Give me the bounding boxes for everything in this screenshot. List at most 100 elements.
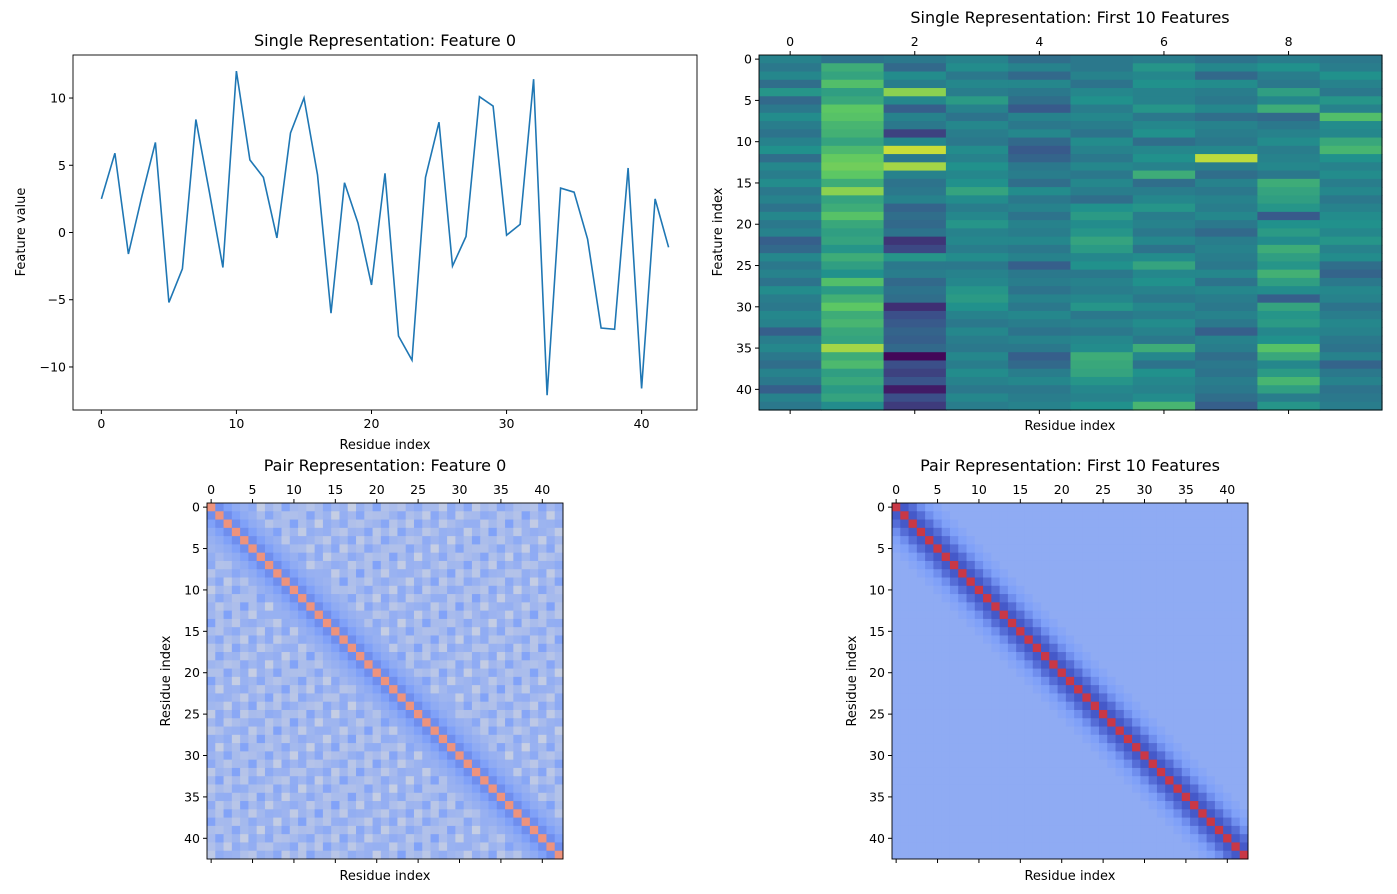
heatmap-cell xyxy=(298,718,307,728)
heatmap-cell xyxy=(240,825,249,835)
heatmap-cell xyxy=(463,801,473,810)
heatmap-cell xyxy=(546,693,556,703)
heatmap-cell xyxy=(916,577,926,587)
heatmap-cell xyxy=(529,701,539,711)
heatmap-cell xyxy=(945,88,1009,97)
heatmap-cell xyxy=(505,585,514,595)
heatmap-cell xyxy=(240,767,249,777)
heatmap-cell xyxy=(223,660,233,670)
heatmap-cell xyxy=(372,660,382,670)
heatmap-cell xyxy=(405,511,415,521)
heatmap-cell xyxy=(364,618,374,628)
heatmap-cell xyxy=(1107,552,1117,562)
heatmap-cell xyxy=(496,850,506,860)
heatmap-cell xyxy=(1214,527,1224,537)
heatmap-cell xyxy=(991,585,1001,595)
heatmap-cell xyxy=(231,519,241,529)
heatmap-cell xyxy=(397,726,407,736)
heatmap-cell xyxy=(908,627,918,636)
heatmap-cell xyxy=(1107,701,1117,711)
heatmap-cell xyxy=(1239,751,1249,761)
heatmap-cell xyxy=(1057,701,1067,711)
heatmap-cell xyxy=(1239,726,1249,736)
heatmap-cell xyxy=(480,560,489,570)
heatmap-cell xyxy=(1070,220,1134,229)
heatmap-cell xyxy=(538,685,547,694)
heatmap-cell xyxy=(1041,577,1050,587)
heatmap-cell xyxy=(405,585,415,595)
heatmap-cell xyxy=(430,618,440,628)
heatmap-cell xyxy=(231,635,241,645)
heatmap-cell xyxy=(900,825,910,835)
heatmap-cell xyxy=(331,718,340,728)
heatmap-cell xyxy=(372,585,382,595)
heatmap-cell xyxy=(240,503,249,512)
heatmap-cell xyxy=(488,743,498,752)
heatmap-cell xyxy=(892,544,901,554)
heatmap-cell xyxy=(933,519,943,529)
heatmap-cell xyxy=(916,801,926,810)
heatmap-cell xyxy=(455,817,465,827)
heatmap-cell xyxy=(372,825,382,835)
heatmap-cell xyxy=(1008,63,1072,73)
heatmap-cell xyxy=(231,544,241,554)
heatmap-cell xyxy=(339,743,349,752)
heatmap-cell xyxy=(1165,569,1174,579)
heatmap-cell xyxy=(1057,577,1067,587)
heatmap-cell xyxy=(1239,577,1249,587)
heatmap-cell xyxy=(991,817,1001,827)
heatmap-cell xyxy=(1074,718,1083,728)
heatmap-cell xyxy=(1206,709,1216,719)
heatmap-cell xyxy=(983,668,992,678)
heatmap-cell xyxy=(240,709,249,719)
y-tick-label: 5 xyxy=(877,541,885,556)
heatmap-cell xyxy=(529,610,539,620)
heatmap-cell xyxy=(298,519,307,529)
heatmap-cell xyxy=(322,809,332,819)
heatmap-cell xyxy=(306,825,316,835)
heatmap-cell xyxy=(471,577,481,587)
heatmap-cell xyxy=(455,660,465,670)
heatmap-cell xyxy=(256,602,266,612)
heatmap-cell xyxy=(480,569,489,579)
heatmap-cell xyxy=(883,327,947,337)
heatmap-cell xyxy=(256,734,266,744)
heatmap-cell xyxy=(546,709,556,719)
heatmap-cell xyxy=(1115,643,1125,653)
heatmap-cell xyxy=(1214,503,1224,512)
heatmap-cell xyxy=(538,743,547,752)
heatmap-cell xyxy=(1065,718,1075,728)
heatmap-cell xyxy=(389,511,398,521)
heatmap-cell xyxy=(1074,743,1083,752)
heatmap-cell xyxy=(759,121,822,130)
heatmap-cell xyxy=(422,602,432,612)
heatmap-cell xyxy=(389,527,398,537)
heatmap-cell xyxy=(1148,825,1158,835)
heatmap-cell xyxy=(1198,834,1208,843)
heatmap-cell xyxy=(1214,842,1224,852)
heatmap-cell xyxy=(933,560,943,570)
heatmap-cell xyxy=(496,511,506,521)
heatmap-cell xyxy=(916,618,926,628)
heatmap-cell xyxy=(529,726,539,736)
heatmap-cell xyxy=(1123,577,1133,587)
heatmap-cell xyxy=(1024,536,1034,545)
heatmap-cell xyxy=(1057,552,1067,562)
heatmap-cell xyxy=(1008,236,1072,246)
heatmap-cell xyxy=(1223,743,1232,752)
heatmap-cell xyxy=(1190,668,1199,678)
heatmap-cell xyxy=(207,685,216,694)
heatmap-cell xyxy=(264,701,274,711)
heatmap-cell xyxy=(380,627,390,636)
heatmap-cell xyxy=(215,792,225,802)
heatmap-cell xyxy=(281,594,291,603)
heatmap-cell xyxy=(1123,511,1133,521)
y-tick-label: 0 xyxy=(744,52,752,67)
heatmap-cell xyxy=(1257,286,1321,296)
heatmap-cell xyxy=(1190,627,1199,636)
heatmap-cell xyxy=(916,842,926,852)
heatmap-cell xyxy=(999,519,1009,529)
heatmap-cell xyxy=(900,809,910,819)
heatmap-cell xyxy=(1223,809,1232,819)
heatmap-cell xyxy=(281,602,291,612)
